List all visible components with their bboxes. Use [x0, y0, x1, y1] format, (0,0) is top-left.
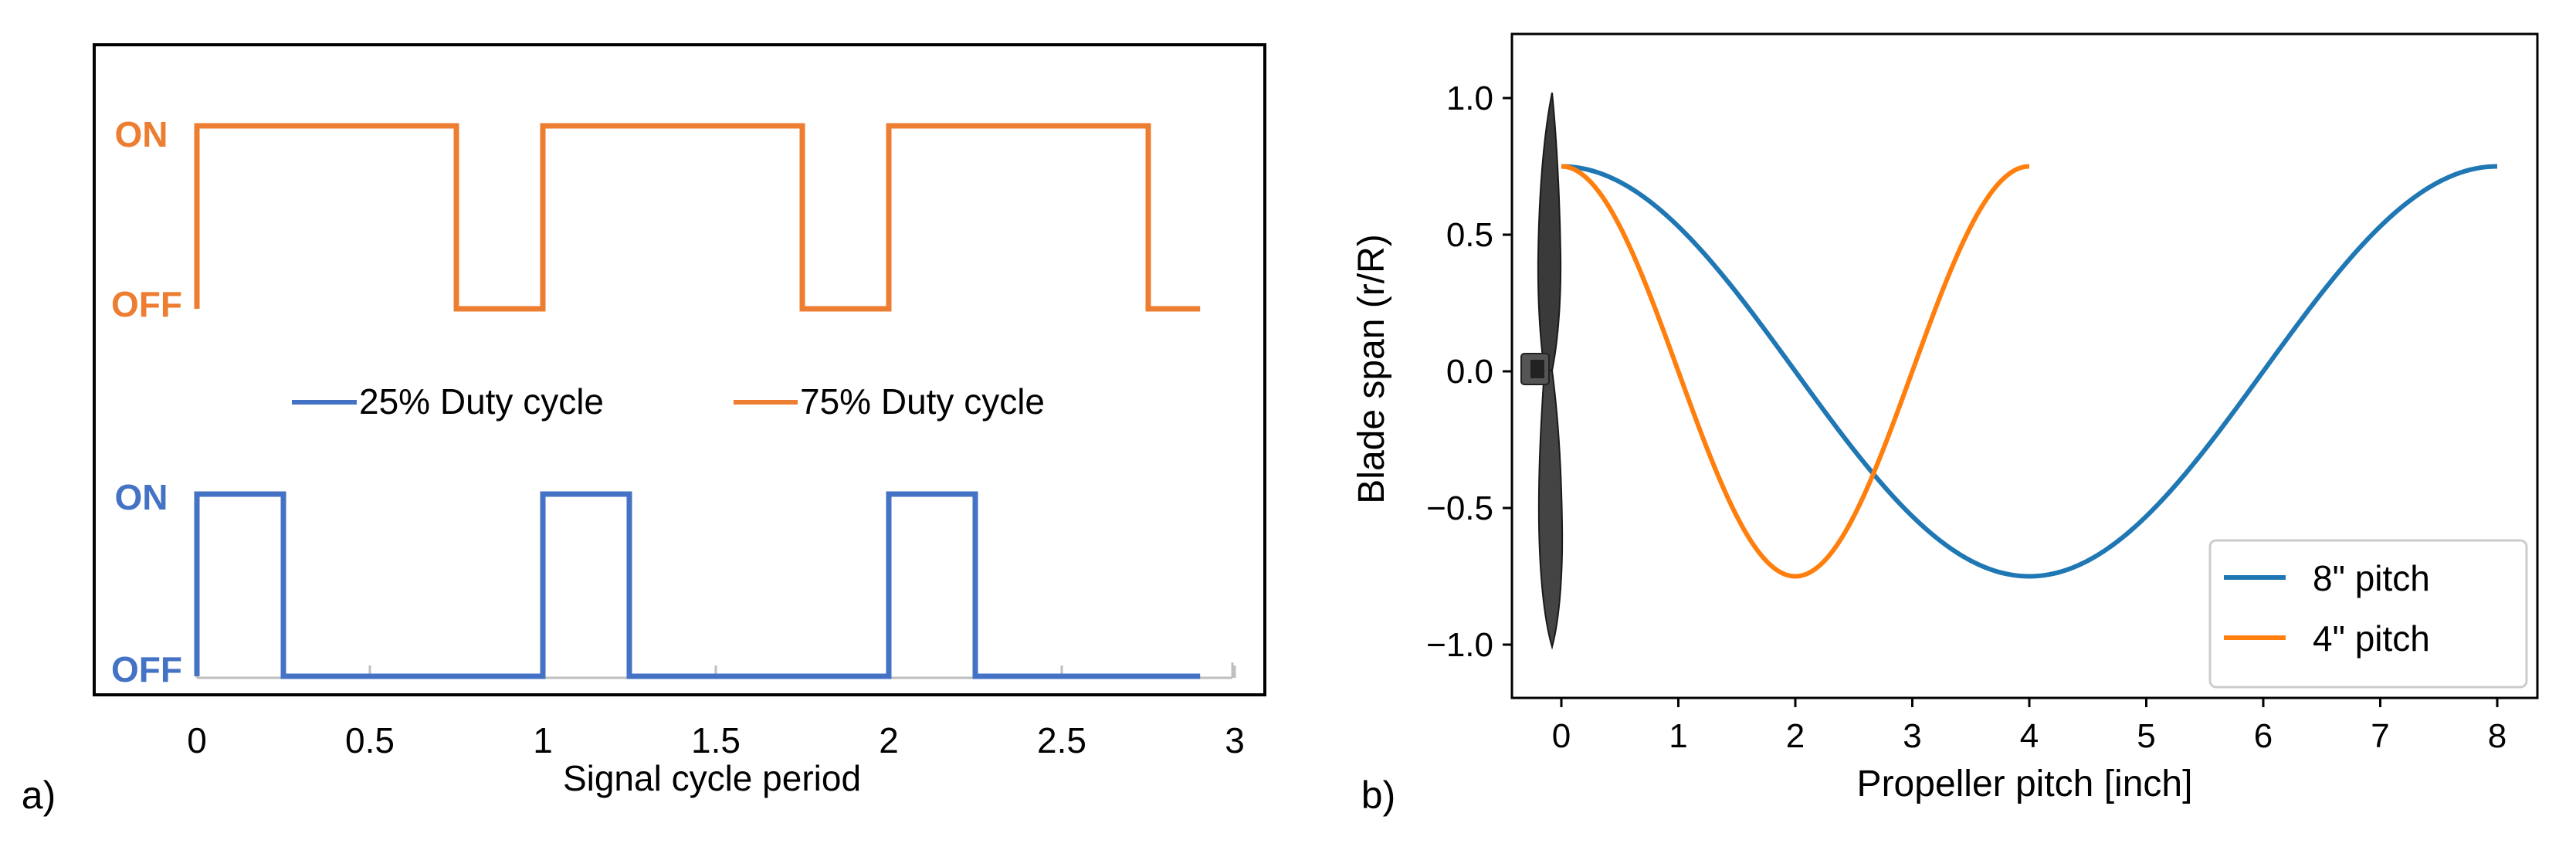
panel-b-ytick-label: −0.5 [1426, 489, 1493, 527]
blade-upper [1537, 92, 1562, 371]
panel-a-xtick-label: 1.5 [691, 720, 741, 760]
panel-b: 0 1 2 3 4 5 6 7 8 1.0 0.5 0.0 −0.5 −1.0 8" pitch 4" p… [1351, 32, 2539, 817]
panel-b-xtick-label: 4 [2020, 717, 2039, 755]
orange-on-label: ON [115, 114, 168, 154]
legend-text-25: 25% Duty cycle [359, 381, 604, 422]
orange-off-label: OFF [111, 284, 182, 324]
panel-a-frame [93, 43, 1266, 696]
panel-b-xtick-label: 6 [2254, 717, 2273, 755]
legend-box [2208, 539, 2528, 689]
propeller-shaft [1530, 360, 1544, 378]
panel-b-xtick-label: 1 [1669, 717, 1687, 755]
panel-a-xticks: 0 0.5 1 1.5 2 2.5 3 [187, 665, 1245, 760]
panel-a-xtick-label: 0.5 [345, 720, 395, 760]
wave-75-duty [194, 123, 1201, 312]
panel-a-xtick-label: 0 [187, 720, 207, 760]
legend-text-4: 4" pitch [2313, 618, 2430, 659]
panel-a-xtick-label: 3 [1225, 720, 1245, 760]
panel-b-legend: 8" pitch 4" pitch [2208, 539, 2528, 689]
panel-a-xtick-label: 2.5 [1037, 720, 1086, 760]
panel-b-curves [1561, 164, 2498, 579]
panel-b-letter: b) [1361, 774, 1395, 817]
panel-b-xtick-label: 8 [2488, 717, 2507, 755]
panel-a-xlabel: Signal cycle period [563, 758, 861, 798]
panel-b-xtick-label: 2 [1786, 717, 1805, 755]
panel-a-xtick-label: 2 [879, 720, 899, 760]
blue-on-label: ON [115, 477, 168, 517]
panel-b-xlabel: Propeller pitch [inch] [1857, 764, 2193, 804]
panel-b-ytick-label: 0.5 [1446, 216, 1493, 254]
panel-b-ytick-label: −1.0 [1426, 626, 1493, 664]
panel-b-xtick-label: 0 [1552, 717, 1571, 755]
panel-b-ticks: 0 1 2 3 4 5 6 7 8 1.0 0.5 0.0 −0.5 −1.0 [1426, 80, 2507, 755]
panel-a-letter: a) [22, 774, 56, 817]
panel-a-xtick-label: 1 [533, 720, 553, 760]
panel-b-xtick-label: 3 [1903, 717, 1921, 755]
panel-b-ylabel: Blade span (r/R) [1351, 234, 1392, 503]
panel-b-ytick-label: 0.0 [1446, 353, 1493, 391]
panel-b-xtick-label: 7 [2371, 717, 2389, 755]
wave-25-duty [194, 491, 1201, 679]
panel-b-ytick-label: 1.0 [1446, 80, 1493, 117]
blade-lower [1537, 370, 1564, 650]
panel-a-legend: 25% Duty cycle 75% Duty cycle [292, 381, 1045, 422]
blue-off-label: OFF [111, 649, 182, 689]
curve-4-inch-pitch [1561, 164, 2030, 579]
curve-8-inch-pitch [1561, 164, 2498, 579]
panel-b-frame [1510, 32, 2539, 699]
panel-b-xtick-label: 5 [2137, 717, 2155, 755]
panel-a: 0 0.5 1 1.5 2 2.5 3 ON OFF ON OFF 25% Duty cyc… [22, 43, 1266, 817]
legend-text-75: 75% Duty cycle [800, 381, 1045, 422]
panel-a-waves [194, 123, 1201, 679]
propeller-blade-image [1520, 92, 1564, 650]
legend-text-8: 8" pitch [2313, 558, 2430, 598]
